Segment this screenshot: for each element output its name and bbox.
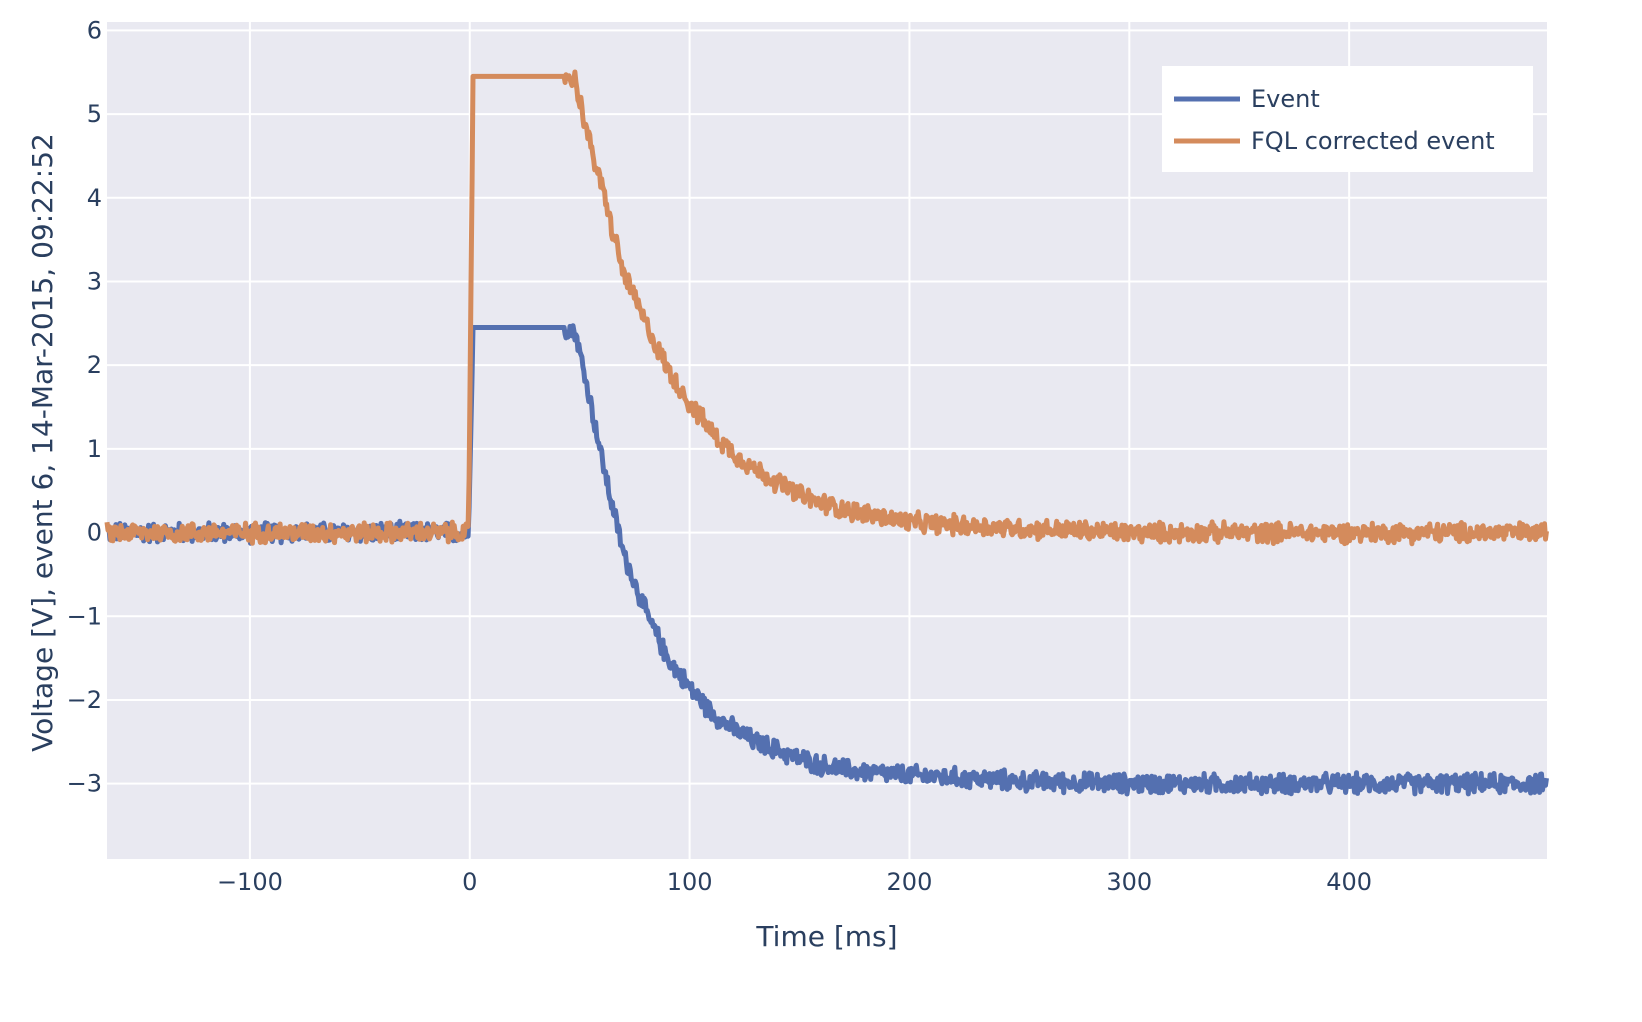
y-tick-label: −3 — [67, 770, 102, 798]
y-tick-label: −2 — [67, 686, 102, 714]
y-tick-label: 2 — [87, 351, 102, 379]
x-tick-label: 0 — [462, 868, 477, 896]
legend[interactable]: Event FQL corrected event — [1162, 66, 1533, 172]
legend-label: Event — [1251, 85, 1320, 113]
x-tick-label: 200 — [887, 868, 933, 896]
y-tick-label: 5 — [87, 100, 102, 128]
x-tick-label: −100 — [217, 868, 283, 896]
y-axis-title: Voltage [V], event 6, 14-Mar-2015, 09:22… — [26, 133, 59, 752]
legend-box — [1162, 66, 1533, 172]
x-axis-title: Time [ms] — [755, 920, 897, 953]
x-tick-label: 400 — [1326, 868, 1372, 896]
y-tick-label: 3 — [87, 267, 102, 295]
y-tick-label: 1 — [87, 435, 102, 463]
x-axis: −100 0 100 200 300 400 — [217, 868, 1372, 896]
x-tick-label: 300 — [1106, 868, 1152, 896]
series-layer — [104, 69, 1549, 797]
y-tick-label: 0 — [87, 519, 102, 547]
x-tick-label: 100 — [667, 868, 713, 896]
y-tick-label: 4 — [87, 184, 102, 212]
legend-label: FQL corrected event — [1251, 127, 1495, 155]
y-axis: −3 −2 −1 0 1 2 3 4 5 6 — [67, 16, 102, 797]
y-tick-label: −1 — [67, 602, 102, 630]
series-line-fql-corrected-event — [104, 69, 1549, 547]
y-tick-label: 6 — [87, 16, 102, 44]
